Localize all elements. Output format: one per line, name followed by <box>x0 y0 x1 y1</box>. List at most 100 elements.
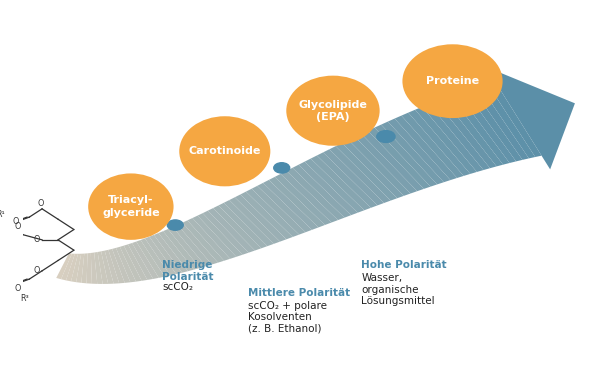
Polygon shape <box>61 254 75 280</box>
Polygon shape <box>246 189 299 237</box>
Circle shape <box>168 220 184 230</box>
Polygon shape <box>388 118 451 182</box>
Polygon shape <box>275 174 332 225</box>
Polygon shape <box>202 211 249 255</box>
Polygon shape <box>108 249 125 283</box>
Polygon shape <box>368 128 430 189</box>
Polygon shape <box>159 231 194 271</box>
Ellipse shape <box>179 116 271 186</box>
Polygon shape <box>168 227 206 268</box>
Polygon shape <box>101 251 114 284</box>
Ellipse shape <box>403 44 503 118</box>
Polygon shape <box>415 107 477 174</box>
Polygon shape <box>240 192 293 239</box>
Ellipse shape <box>88 173 173 240</box>
Text: scCO₂ + polare
Kosolventen
(z. B. Ethanol): scCO₂ + polare Kosolventen (z. B. Ethano… <box>247 301 327 334</box>
Polygon shape <box>381 121 444 184</box>
Polygon shape <box>132 242 159 279</box>
Polygon shape <box>458 90 516 163</box>
Polygon shape <box>281 171 338 223</box>
Polygon shape <box>213 206 261 251</box>
Polygon shape <box>311 155 371 210</box>
Polygon shape <box>317 152 378 208</box>
Polygon shape <box>76 254 84 283</box>
Polygon shape <box>71 254 81 282</box>
Text: Proteine: Proteine <box>426 76 479 86</box>
Polygon shape <box>235 194 287 242</box>
Polygon shape <box>349 137 411 196</box>
Text: Triacyl-
glyceride: Triacyl- glyceride <box>102 196 160 218</box>
Polygon shape <box>116 247 136 282</box>
Polygon shape <box>149 235 182 274</box>
Text: Mittlere Polarität: Mittlere Polarität <box>247 288 350 298</box>
Polygon shape <box>188 218 230 261</box>
Text: O: O <box>14 222 21 231</box>
Polygon shape <box>124 244 147 281</box>
Polygon shape <box>218 203 268 248</box>
Polygon shape <box>451 93 510 165</box>
Text: O: O <box>34 266 40 275</box>
Polygon shape <box>252 186 305 235</box>
Polygon shape <box>342 140 404 198</box>
Polygon shape <box>98 251 108 284</box>
Polygon shape <box>198 213 243 257</box>
Polygon shape <box>304 159 364 213</box>
Polygon shape <box>163 229 200 270</box>
Polygon shape <box>355 134 417 193</box>
Polygon shape <box>136 240 165 278</box>
Polygon shape <box>178 223 218 265</box>
Polygon shape <box>486 67 575 169</box>
Circle shape <box>274 163 289 173</box>
Polygon shape <box>401 113 464 178</box>
Polygon shape <box>208 208 255 253</box>
Polygon shape <box>480 83 535 158</box>
Polygon shape <box>145 237 176 275</box>
Text: O: O <box>37 199 44 208</box>
Polygon shape <box>173 225 212 266</box>
Polygon shape <box>298 162 358 215</box>
Ellipse shape <box>287 76 379 146</box>
Text: Wasser,
organische
Lösungsmittel: Wasser, organische Lösungsmittel <box>362 273 435 306</box>
Polygon shape <box>112 248 130 283</box>
Text: Carotinoide: Carotinoide <box>189 146 261 156</box>
Text: Niedrige
Polarität: Niedrige Polarität <box>162 260 214 282</box>
Polygon shape <box>56 254 72 279</box>
Polygon shape <box>192 215 236 259</box>
Polygon shape <box>408 110 470 176</box>
Polygon shape <box>263 180 318 230</box>
Polygon shape <box>128 243 153 280</box>
Circle shape <box>377 131 395 142</box>
Polygon shape <box>258 183 312 232</box>
Polygon shape <box>465 88 523 161</box>
Polygon shape <box>487 80 542 157</box>
Polygon shape <box>443 96 503 166</box>
Polygon shape <box>429 101 490 170</box>
Polygon shape <box>91 252 97 284</box>
Polygon shape <box>224 200 274 246</box>
Polygon shape <box>140 238 170 277</box>
Text: O: O <box>14 284 21 293</box>
Text: scCO₂: scCO₂ <box>162 282 193 292</box>
Polygon shape <box>66 254 78 282</box>
Polygon shape <box>154 233 188 273</box>
Polygon shape <box>105 250 119 284</box>
Text: R³: R³ <box>20 294 29 303</box>
Text: Hohe Polarität: Hohe Polarität <box>362 260 447 270</box>
Polygon shape <box>323 149 384 206</box>
Text: R¹: R¹ <box>0 210 5 218</box>
Polygon shape <box>287 168 345 220</box>
Polygon shape <box>472 85 529 160</box>
Polygon shape <box>229 197 280 244</box>
Polygon shape <box>81 253 88 283</box>
Polygon shape <box>86 253 92 284</box>
Polygon shape <box>182 220 224 263</box>
Text: O: O <box>12 217 19 227</box>
Polygon shape <box>361 131 424 191</box>
Polygon shape <box>292 165 351 218</box>
Polygon shape <box>336 143 397 201</box>
Polygon shape <box>395 115 457 180</box>
Text: Glycolipide
(EPA): Glycolipide (EPA) <box>298 100 368 122</box>
Polygon shape <box>422 104 484 172</box>
Polygon shape <box>329 146 391 203</box>
Polygon shape <box>94 252 102 284</box>
